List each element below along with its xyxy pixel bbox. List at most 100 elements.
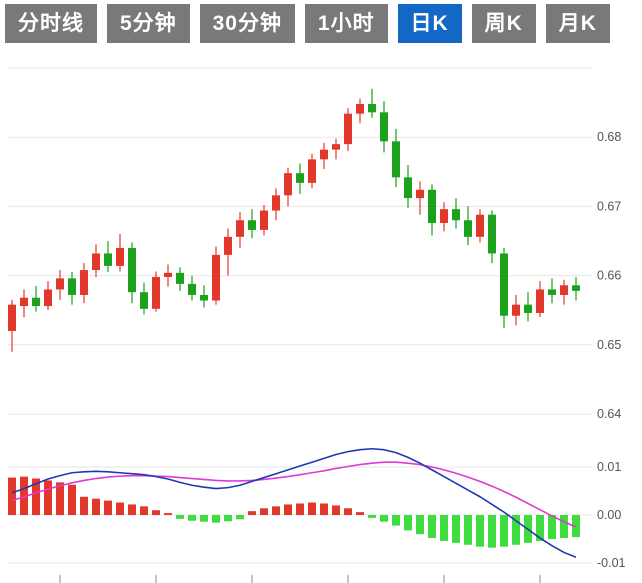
candle-body bbox=[164, 272, 172, 277]
candle-body bbox=[524, 304, 532, 313]
macd-hist-bar bbox=[80, 496, 88, 515]
macd-hist-bar bbox=[260, 508, 268, 515]
candle-body bbox=[548, 289, 556, 295]
candle-body bbox=[332, 144, 340, 150]
timeframe-tab-1[interactable]: 分时线 bbox=[5, 4, 97, 43]
macd-hist-bar bbox=[92, 498, 100, 515]
timeframe-tab-6[interactable]: 周K bbox=[471, 4, 536, 43]
candle-body bbox=[152, 276, 160, 309]
candle-body bbox=[212, 254, 220, 301]
macd-hist-bar bbox=[152, 510, 160, 515]
candle-body bbox=[308, 159, 316, 183]
candle-body bbox=[404, 177, 412, 199]
timeframe-tab-2[interactable]: 5分钟 bbox=[106, 4, 190, 43]
candle-body bbox=[356, 103, 364, 114]
candle-body bbox=[128, 247, 136, 293]
macd-hist-bar bbox=[164, 513, 172, 515]
macd-hist-bar bbox=[380, 515, 388, 522]
candle-body bbox=[572, 285, 580, 291]
candle-body bbox=[56, 278, 64, 290]
macd-hist-bar bbox=[248, 511, 256, 515]
macd-hist-bar bbox=[332, 505, 340, 515]
macd-hist-bar bbox=[320, 503, 328, 515]
macd-hist-bar bbox=[44, 480, 52, 515]
candle-body bbox=[68, 278, 76, 295]
candle-body bbox=[320, 149, 328, 160]
dif-line bbox=[11, 447, 577, 558]
macd-hist-bar bbox=[404, 515, 412, 531]
candle-body bbox=[440, 209, 448, 224]
macd-hist-bar bbox=[272, 506, 280, 515]
dea-line bbox=[11, 461, 577, 528]
candle-body bbox=[236, 220, 244, 237]
y-axis-label: 0.65 bbox=[597, 338, 621, 352]
candle-body bbox=[200, 294, 208, 301]
candle-body bbox=[560, 285, 568, 295]
candle-body bbox=[140, 292, 148, 309]
macd-hist-bar bbox=[224, 515, 232, 522]
candle-body bbox=[224, 236, 232, 255]
candle-body bbox=[92, 253, 100, 271]
candle-body bbox=[452, 209, 460, 221]
candle-body bbox=[44, 289, 52, 307]
macd-hist-bar bbox=[464, 515, 472, 545]
candle-body bbox=[260, 210, 268, 230]
macd-hist-bar bbox=[140, 506, 148, 515]
timeframe-tab-5[interactable]: 日K bbox=[397, 4, 462, 43]
macd-hist-bar bbox=[356, 512, 364, 515]
macd-hist-bar bbox=[8, 477, 16, 515]
macd-hist-bar bbox=[284, 504, 292, 515]
macd-hist-bar bbox=[308, 502, 316, 515]
candle-body bbox=[284, 173, 292, 196]
kline-chart-svg[interactable]: 0.68 0.67 0.66 0.65 0.64 0.01 0.00 -0.01 bbox=[0, 48, 642, 583]
candle-body bbox=[8, 304, 16, 331]
macd-hist-bar bbox=[560, 515, 568, 539]
candle-body bbox=[488, 214, 496, 254]
macd-hist-bar bbox=[296, 503, 304, 515]
macd-hist-bar bbox=[344, 508, 352, 515]
macd-hist-bar bbox=[572, 515, 580, 538]
macd-hist-bar bbox=[212, 515, 220, 523]
timeframe-tab-4[interactable]: 1小时 bbox=[304, 4, 388, 43]
candle-body bbox=[368, 103, 376, 113]
y-axis-label: 0.68 bbox=[597, 130, 621, 144]
candle-body bbox=[188, 283, 196, 295]
candle-body bbox=[80, 270, 88, 295]
macd-hist-bar bbox=[440, 515, 448, 541]
macd-hist-bar bbox=[488, 515, 496, 548]
macd-hist-bar bbox=[368, 515, 376, 518]
macd-hist-bar bbox=[512, 515, 520, 545]
macd-axis-label: 0.01 bbox=[597, 460, 621, 474]
macd-hist-bar bbox=[56, 482, 64, 515]
macd-hist-bar bbox=[176, 515, 184, 519]
macd-hist-bar bbox=[20, 476, 28, 515]
macd-hist-bar bbox=[500, 515, 508, 547]
macd-hist-bar bbox=[128, 504, 136, 515]
candle-body bbox=[512, 304, 520, 316]
candle-body bbox=[416, 189, 424, 199]
macd-hist-bar bbox=[476, 515, 484, 547]
macd-hist-bar bbox=[200, 515, 208, 522]
macd-hist-bar bbox=[452, 515, 460, 543]
candle-body bbox=[272, 195, 280, 211]
timeframe-tab-7[interactable]: 月K bbox=[545, 4, 610, 43]
macd-hist-bar bbox=[392, 515, 400, 526]
macd-axis-label: -0.01 bbox=[597, 556, 626, 570]
macd-hist-bar bbox=[116, 502, 124, 515]
y-axis-label: 0.67 bbox=[597, 199, 621, 213]
macd-hist-bar bbox=[416, 515, 424, 535]
timeframe-toolbar: 分时线 5分钟 30分钟 1小时 日K 周K 月K bbox=[0, 4, 642, 43]
y-axis-label: 0.66 bbox=[597, 269, 621, 283]
candle-body bbox=[500, 253, 508, 316]
macd-hist-bar bbox=[188, 515, 196, 521]
macd-hist-bar bbox=[548, 515, 556, 539]
candle-body bbox=[380, 112, 388, 142]
macd-hist-bar bbox=[236, 515, 244, 520]
macd-hist-bar bbox=[536, 515, 544, 541]
timeframe-tab-3[interactable]: 30分钟 bbox=[199, 4, 295, 43]
candle-body bbox=[464, 220, 472, 237]
y-axis-label: 0.64 bbox=[597, 407, 621, 421]
candle-body bbox=[344, 113, 352, 145]
candle-body bbox=[104, 253, 112, 266]
